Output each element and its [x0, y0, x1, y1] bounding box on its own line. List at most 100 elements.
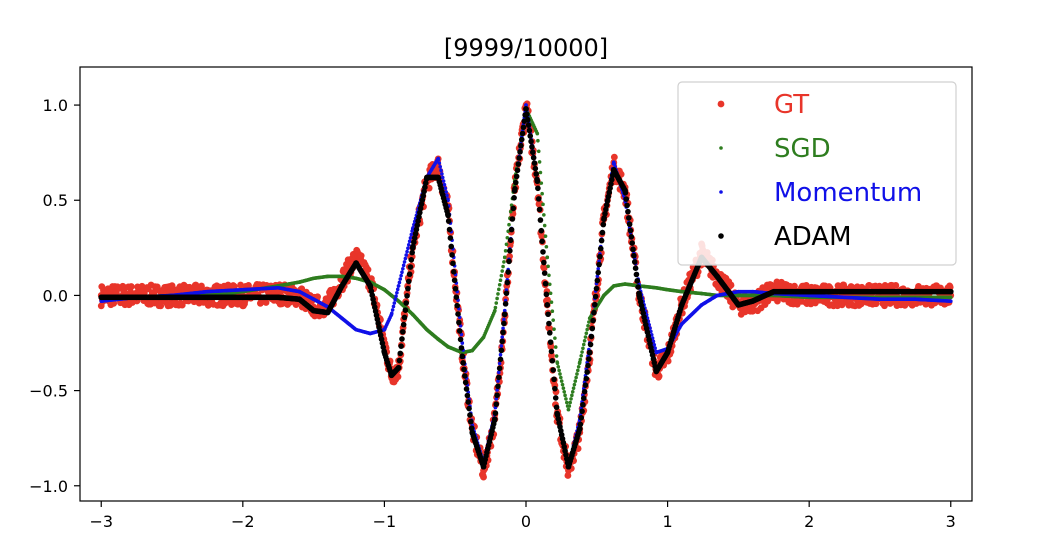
data-point-fill	[500, 335, 505, 339]
data-point-fill	[492, 309, 497, 314]
data-point-fill	[592, 301, 598, 308]
data-point-fill	[502, 255, 507, 260]
legend-marker	[719, 146, 723, 150]
data-point-fill	[401, 314, 408, 321]
data-point-fill	[451, 277, 458, 284]
data-point-fill	[535, 196, 542, 202]
data-point-fill	[512, 185, 518, 192]
data-point-fill	[543, 234, 548, 238]
data-point-fill	[549, 357, 556, 364]
data-point-fill	[396, 357, 403, 364]
chart-title: [9999/10000]	[444, 34, 608, 62]
data-point-fill	[612, 162, 617, 166]
data-point-fill	[453, 294, 460, 300]
x-axis: −3 −2 −1 0 1 2 3	[89, 501, 956, 531]
data-point-fill	[178, 301, 186, 309]
data-point-fill	[588, 333, 595, 340]
data-point-fill	[537, 160, 542, 164]
data-point-fill	[515, 161, 522, 167]
data-point-fill	[390, 308, 395, 312]
data-point-fill	[422, 180, 429, 186]
data-point-fill	[596, 266, 601, 271]
data-point-fill	[553, 345, 558, 349]
data-point-fill	[564, 472, 572, 479]
data-point-fill	[558, 372, 562, 376]
data-point-fill	[237, 281, 244, 289]
data-point-fill	[582, 338, 587, 343]
data-point-fill	[540, 249, 546, 255]
data-point-fill	[415, 218, 421, 224]
data-point-fill	[416, 214, 422, 220]
data-point-fill	[571, 386, 576, 391]
data-point-fill	[566, 407, 571, 412]
data-point-fill	[461, 366, 467, 373]
data-point-fill	[636, 290, 642, 297]
data-point-fill	[418, 201, 425, 207]
data-point-fill	[445, 211, 451, 218]
data-point-fill	[603, 202, 610, 208]
data-point-fill	[540, 191, 544, 196]
data-point-fill	[505, 235, 510, 240]
data-point-fill	[534, 176, 540, 183]
data-point-fill	[606, 189, 613, 196]
data-point-fill	[572, 382, 577, 387]
data-point-fill	[586, 356, 592, 362]
data-point-fill	[541, 270, 548, 276]
data-point-fill	[509, 216, 516, 222]
data-point-fill	[198, 282, 205, 290]
data-point-fill	[564, 400, 569, 405]
data-point-fill	[502, 260, 506, 264]
data-point-fill	[586, 323, 590, 328]
data-point-fill	[567, 404, 572, 408]
data-point-fill	[443, 186, 448, 191]
data-point-fill	[529, 144, 535, 150]
data-point-fill	[587, 320, 591, 324]
data-point-fill	[500, 329, 506, 336]
data-point-fill	[547, 273, 551, 278]
data-point-fill	[628, 233, 635, 240]
data-point-fill	[727, 281, 735, 289]
data-point-fill	[560, 382, 565, 387]
data-point-fill	[493, 305, 498, 310]
data-point-fill	[401, 263, 406, 268]
data-point-fill	[127, 283, 135, 290]
data-point-fill	[555, 361, 560, 366]
data-point-fill	[507, 222, 511, 227]
data-point-fill	[455, 311, 461, 317]
data-point-fill	[447, 235, 454, 241]
data-point-fill	[262, 299, 270, 306]
data-point-fill	[402, 260, 407, 264]
data-point-fill	[497, 356, 504, 363]
data-point-fill	[400, 321, 407, 328]
data-point-fill	[528, 138, 534, 145]
data-point-fill	[599, 229, 606, 236]
legend-label: SGD	[774, 134, 831, 164]
data-point-fill	[583, 375, 590, 382]
data-point-fill	[357, 252, 365, 260]
data-point-fill	[505, 269, 511, 275]
data-point-fill	[579, 408, 585, 415]
data-point-fill	[406, 242, 411, 247]
data-point-fill	[464, 392, 471, 399]
data-point-fill	[460, 360, 466, 366]
data-point-fill	[496, 292, 500, 296]
data-point-fill	[548, 291, 553, 296]
data-point-fill	[466, 405, 472, 412]
data-point-fill	[410, 229, 414, 233]
y-tick-label: −1.0	[29, 477, 68, 496]
data-point-fill	[568, 400, 572, 405]
data-point-fill	[538, 232, 546, 240]
data-point-fill	[541, 259, 547, 266]
data-point-fill	[549, 300, 554, 305]
data-point-fill	[576, 368, 580, 373]
data-point-fill	[559, 375, 563, 380]
data-point-fill	[545, 311, 551, 318]
data-point-fill	[413, 226, 420, 233]
data-point-fill	[536, 149, 541, 154]
data-point-fill	[501, 311, 508, 318]
data-point-fill	[519, 130, 526, 137]
data-point-fill	[497, 361, 502, 366]
x-tick-label: 3	[946, 512, 956, 531]
data-point-fill	[517, 149, 523, 155]
